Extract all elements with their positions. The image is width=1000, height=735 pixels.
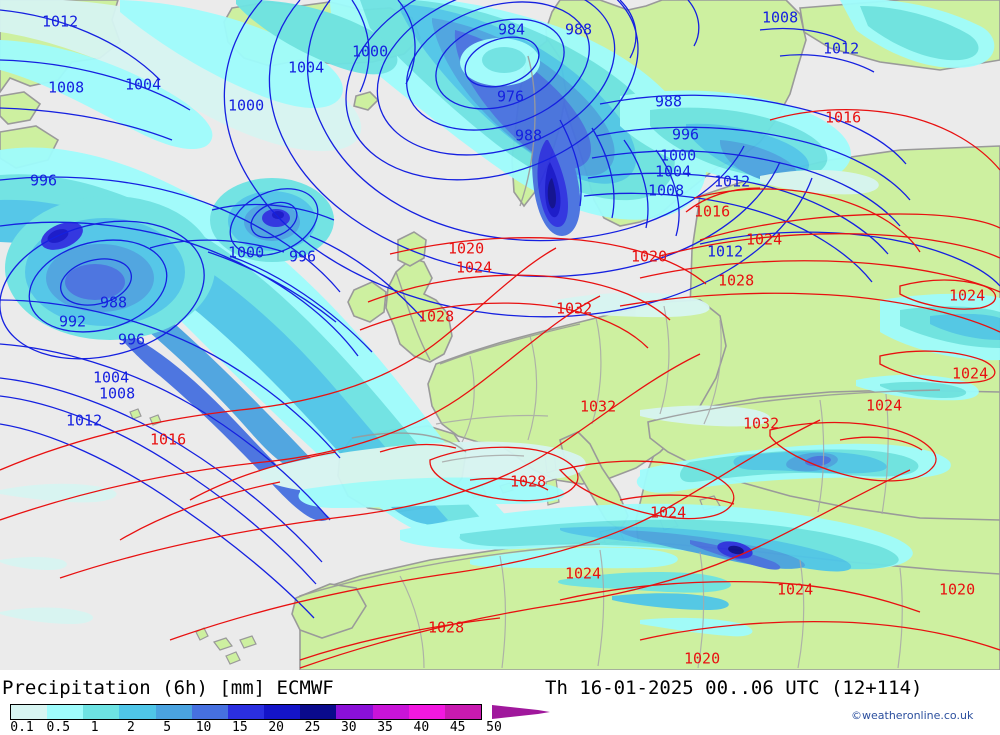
isobar-label: 992 bbox=[59, 313, 86, 331]
isobar-label: 1024 bbox=[777, 581, 813, 599]
isobar-label: 1000 bbox=[228, 244, 264, 262]
map-panel[interactable]: 1012 1008 1004 1000 1000 1004 1008 984 988 976 988… bbox=[0, 0, 1000, 670]
isobar-label: 996 bbox=[672, 126, 699, 144]
colorbar-tick: 0.5 bbox=[46, 720, 71, 735]
isobar-label: 1016 bbox=[150, 431, 186, 449]
isobar-label: 1024 bbox=[949, 287, 985, 305]
isobar-label: 1012 bbox=[42, 13, 78, 31]
colorbar-cell bbox=[227, 705, 265, 719]
isobar-label: 1020 bbox=[684, 650, 720, 668]
watermark-credit: ©weatheronline.co.uk bbox=[851, 709, 974, 722]
isobar-label: 1020 bbox=[939, 581, 975, 599]
colorbar-tick-labels: 0.1 0.5 1 2 5 10 15 20 25 30 35 40 45 50 bbox=[10, 720, 550, 735]
isobar-label: 1032 bbox=[556, 300, 592, 318]
colorbar-cell bbox=[11, 705, 48, 719]
colorbar-cell bbox=[155, 705, 192, 719]
isobar-label: 1028 bbox=[718, 272, 754, 290]
colorbar-swatches[interactable] bbox=[10, 704, 482, 720]
colorbar-cell bbox=[336, 705, 373, 719]
colorbar-tick: 1 bbox=[90, 720, 99, 735]
colorbar-tick: 15 bbox=[232, 720, 248, 735]
colorbar-tick: 40 bbox=[413, 720, 430, 735]
isobar-label: 988 bbox=[100, 294, 127, 312]
isobar-label: 1020 bbox=[448, 240, 484, 258]
isobar-label: 1000 bbox=[352, 43, 388, 61]
isobar-label: 976 bbox=[497, 88, 524, 106]
isobar-label: 996 bbox=[289, 248, 316, 266]
isobar-label: 1008 bbox=[648, 182, 684, 200]
isobar-label: 984 bbox=[498, 21, 525, 39]
isobar-label: 1008 bbox=[762, 9, 798, 27]
precipitation-layer bbox=[0, 0, 1000, 637]
legend-footer: Precipitation (6h) [mm] ECMWF Th 16-01-2… bbox=[0, 670, 1000, 735]
isobar-label: 1028 bbox=[510, 473, 546, 491]
isobar-high-layer bbox=[0, 108, 1000, 669]
colorbar-overflow-arrow bbox=[492, 705, 550, 719]
colorbar-tick: 45 bbox=[449, 720, 466, 735]
colorbar-cell bbox=[264, 705, 301, 719]
isobar-label: 988 bbox=[565, 21, 592, 39]
colorbar-tick: 2 bbox=[127, 720, 135, 735]
colorbar-tick: 50 bbox=[486, 720, 502, 735]
isobar-label: 1028 bbox=[418, 308, 454, 326]
colorbar-cell bbox=[444, 705, 482, 719]
isobar-label: 1004 bbox=[655, 163, 691, 181]
isobar-label: 1004 bbox=[288, 59, 324, 77]
colorbar-cell bbox=[300, 705, 337, 719]
isobar-label: 1012 bbox=[707, 243, 743, 261]
colorbar-tick: 30 bbox=[340, 720, 357, 735]
colorbar-tick: 0.1 bbox=[10, 720, 34, 735]
colorbar-cell bbox=[408, 705, 445, 719]
isobar-label: 996 bbox=[118, 331, 145, 349]
isobar-label: 1032 bbox=[743, 415, 779, 433]
colorbar-tick: 5 bbox=[163, 720, 172, 735]
isobar-label: 1008 bbox=[48, 79, 84, 97]
colorbar-tick: 35 bbox=[377, 720, 393, 735]
colorbar-cell bbox=[119, 705, 156, 719]
isobar-low-layer bbox=[0, 0, 1000, 619]
isobar-label: 988 bbox=[515, 127, 542, 145]
colorbar-cell bbox=[83, 705, 120, 719]
country-border-layer bbox=[399, 305, 903, 669]
isobar-label: 1012 bbox=[714, 173, 750, 191]
isobar-label: 1032 bbox=[580, 398, 616, 416]
colorbar-cell bbox=[191, 705, 228, 719]
isobar-label: 1024 bbox=[650, 504, 686, 522]
isobar-label: 1024 bbox=[746, 231, 782, 249]
colorbar-tick: 10 bbox=[195, 720, 212, 735]
isobar-label: 1016 bbox=[825, 109, 861, 127]
colorbar-cell bbox=[372, 705, 409, 719]
coastline-layer bbox=[299, 55, 941, 597]
isobar-label: 1024 bbox=[456, 259, 492, 277]
isobar-label: 996 bbox=[30, 172, 57, 190]
isobar-label: 1004 bbox=[125, 76, 161, 94]
isobar-label: 1000 bbox=[228, 97, 264, 115]
isobar-label: 1012 bbox=[823, 40, 859, 58]
isobar-label: 1024 bbox=[952, 365, 988, 383]
isobar-label: 1028 bbox=[428, 619, 464, 637]
precipitation-colorbar[interactable]: 0.1 0.5 1 2 5 10 15 20 25 30 35 40 45 50 bbox=[10, 704, 550, 735]
isobar-label: 1024 bbox=[565, 565, 601, 583]
isobar-label: 1008 bbox=[99, 385, 135, 403]
legend-title: Precipitation (6h) [mm] ECMWF bbox=[2, 677, 334, 699]
colorbar-tick: 20 bbox=[268, 720, 284, 735]
isobar-label: 1016 bbox=[694, 203, 730, 221]
isobar-label: 1012 bbox=[66, 412, 102, 430]
isobar-label: 1024 bbox=[866, 397, 902, 415]
isobar-label: 1020 bbox=[631, 248, 667, 266]
isobar-label: 1000 bbox=[660, 147, 696, 165]
colorbar-cell bbox=[47, 705, 84, 719]
colorbar-tick: 25 bbox=[304, 720, 321, 735]
model-run-timestamp: Th 16-01-2025 00..06 UTC (12+114) bbox=[545, 677, 923, 699]
isobar-labels-high: 1016101610161020102410201024102810281032… bbox=[150, 109, 988, 668]
isobar-label: 988 bbox=[655, 93, 682, 111]
isobar-label: 1004 bbox=[93, 369, 129, 387]
